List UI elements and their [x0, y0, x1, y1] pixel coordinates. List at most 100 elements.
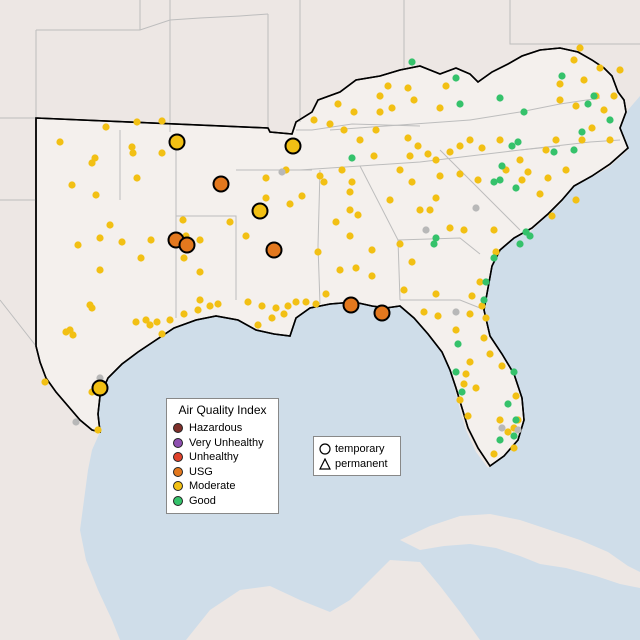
moderate-monitor[interactable]	[486, 350, 494, 358]
moderate-monitor[interactable]	[436, 172, 444, 180]
moderate-monitor[interactable]	[504, 428, 512, 436]
good-monitor[interactable]	[452, 368, 460, 376]
moderate-monitor[interactable]	[536, 190, 544, 198]
good-monitor[interactable]	[558, 72, 566, 80]
moderate-monitor[interactable]	[338, 166, 346, 174]
unknown-monitor[interactable]	[72, 418, 80, 426]
moderate-monitor[interactable]	[406, 152, 414, 160]
moderate-monitor[interactable]	[332, 218, 340, 226]
moderate-monitor[interactable]	[432, 156, 440, 164]
moderate-monitor[interactable]	[214, 300, 222, 308]
moderate-monitor[interactable]	[310, 116, 318, 124]
moderate-monitor[interactable]	[106, 221, 114, 229]
moderate-monitor[interactable]	[510, 444, 518, 452]
moderate-monitor[interactable]	[376, 92, 384, 100]
usg-temporary-monitor[interactable]	[373, 304, 391, 322]
moderate-monitor[interactable]	[562, 166, 570, 174]
moderate-monitor[interactable]	[74, 241, 82, 249]
good-monitor[interactable]	[496, 94, 504, 102]
moderate-monitor[interactable]	[350, 108, 358, 116]
moderate-temporary-monitor[interactable]	[284, 137, 302, 155]
moderate-monitor[interactable]	[474, 176, 482, 184]
moderate-monitor[interactable]	[262, 174, 270, 182]
moderate-monitor[interactable]	[128, 143, 136, 151]
good-monitor[interactable]	[584, 100, 592, 108]
good-monitor[interactable]	[526, 232, 534, 240]
moderate-monitor[interactable]	[572, 102, 580, 110]
moderate-monitor[interactable]	[478, 302, 486, 310]
moderate-monitor[interactable]	[132, 318, 140, 326]
moderate-monitor[interactable]	[396, 166, 404, 174]
moderate-monitor[interactable]	[434, 312, 442, 320]
moderate-monitor[interactable]	[480, 334, 488, 342]
moderate-monitor[interactable]	[388, 104, 396, 112]
moderate-monitor[interactable]	[442, 82, 450, 90]
moderate-monitor[interactable]	[496, 416, 504, 424]
good-monitor[interactable]	[456, 100, 464, 108]
moderate-monitor[interactable]	[606, 136, 614, 144]
moderate-monitor[interactable]	[610, 92, 618, 100]
moderate-monitor[interactable]	[552, 136, 560, 144]
good-monitor[interactable]	[508, 142, 516, 150]
good-monitor[interactable]	[498, 162, 506, 170]
moderate-monitor[interactable]	[400, 286, 408, 294]
moderate-monitor[interactable]	[180, 254, 188, 262]
moderate-monitor[interactable]	[194, 306, 202, 314]
moderate-monitor[interactable]	[153, 318, 161, 326]
moderate-monitor[interactable]	[542, 146, 550, 154]
moderate-monitor[interactable]	[312, 300, 320, 308]
moderate-temporary-monitor[interactable]	[251, 202, 269, 220]
moderate-monitor[interactable]	[370, 152, 378, 160]
moderate-monitor[interactable]	[322, 290, 330, 298]
unknown-monitor[interactable]	[278, 168, 286, 176]
moderate-monitor[interactable]	[432, 194, 440, 202]
moderate-monitor[interactable]	[410, 96, 418, 104]
moderate-monitor[interactable]	[372, 126, 380, 134]
moderate-monitor[interactable]	[492, 248, 500, 256]
moderate-monitor[interactable]	[196, 236, 204, 244]
good-monitor[interactable]	[496, 436, 504, 444]
moderate-monitor[interactable]	[572, 196, 580, 204]
moderate-monitor[interactable]	[556, 96, 564, 104]
moderate-monitor[interactable]	[424, 150, 432, 158]
moderate-monitor[interactable]	[464, 412, 472, 420]
unknown-monitor[interactable]	[498, 424, 506, 432]
moderate-monitor[interactable]	[432, 290, 440, 298]
moderate-monitor[interactable]	[490, 450, 498, 458]
moderate-monitor[interactable]	[96, 266, 104, 274]
moderate-monitor[interactable]	[368, 272, 376, 280]
unknown-monitor[interactable]	[452, 308, 460, 316]
moderate-monitor[interactable]	[456, 396, 464, 404]
moderate-monitor[interactable]	[348, 178, 356, 186]
moderate-monitor[interactable]	[386, 196, 394, 204]
moderate-monitor[interactable]	[133, 118, 141, 126]
moderate-monitor[interactable]	[316, 172, 324, 180]
moderate-monitor[interactable]	[179, 216, 187, 224]
moderate-monitor[interactable]	[94, 426, 102, 434]
moderate-monitor[interactable]	[92, 191, 100, 199]
moderate-monitor[interactable]	[460, 226, 468, 234]
moderate-monitor[interactable]	[600, 106, 608, 114]
moderate-monitor[interactable]	[314, 248, 322, 256]
good-monitor[interactable]	[482, 278, 490, 286]
moderate-monitor[interactable]	[524, 168, 532, 176]
moderate-monitor[interactable]	[142, 316, 150, 324]
good-monitor[interactable]	[490, 254, 498, 262]
moderate-monitor[interactable]	[466, 358, 474, 366]
moderate-monitor[interactable]	[226, 218, 234, 226]
moderate-monitor[interactable]	[102, 123, 110, 131]
good-monitor[interactable]	[504, 400, 512, 408]
moderate-monitor[interactable]	[62, 328, 70, 336]
good-monitor[interactable]	[496, 176, 504, 184]
good-monitor[interactable]	[510, 432, 518, 440]
moderate-monitor[interactable]	[408, 178, 416, 186]
moderate-monitor[interactable]	[580, 76, 588, 84]
moderate-monitor[interactable]	[456, 142, 464, 150]
moderate-monitor[interactable]	[490, 226, 498, 234]
moderate-monitor[interactable]	[88, 304, 96, 312]
moderate-monitor[interactable]	[404, 134, 412, 142]
moderate-monitor[interactable]	[426, 206, 434, 214]
moderate-monitor[interactable]	[196, 296, 204, 304]
usg-temporary-monitor[interactable]	[178, 236, 196, 254]
